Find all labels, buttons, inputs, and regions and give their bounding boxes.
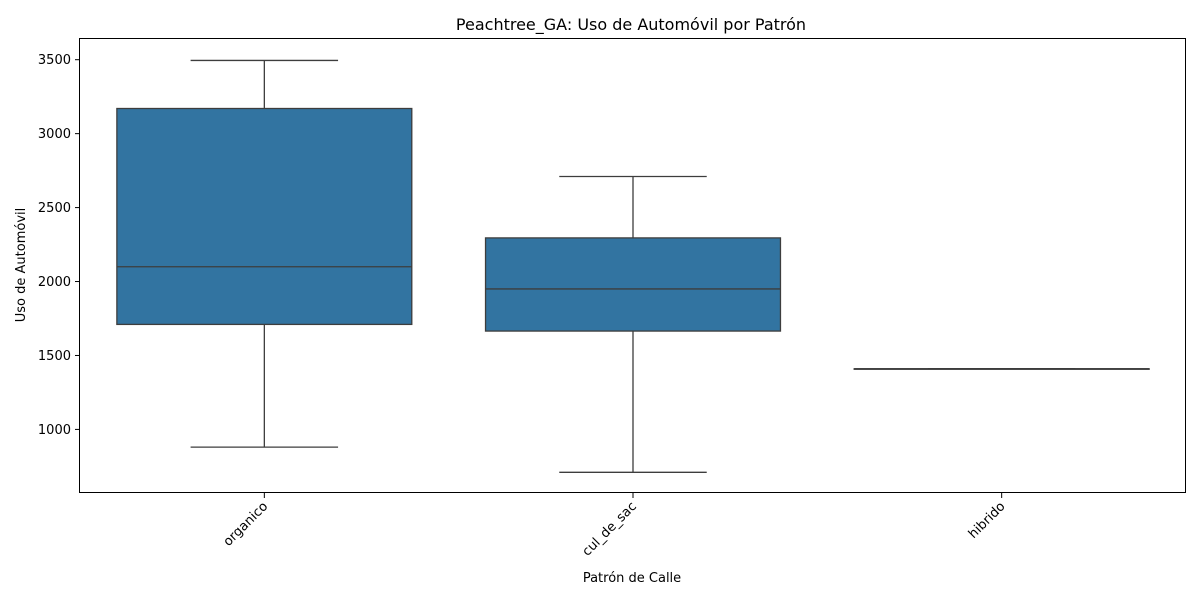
plot-area — [116, 59, 1150, 473]
y-axis: 1000 1500 2000 2500 3000 3500 — [38, 53, 80, 438]
chart-title: Peachtree_GA: Uso de Automóvil por Patró… — [456, 15, 806, 35]
x-axis-label: Patrón de Calle — [583, 571, 681, 586]
x-tick-label: cul_de_sac — [580, 499, 640, 559]
y-tick-label: 1500 — [38, 349, 71, 364]
x-tick-label: hibrido — [966, 499, 1009, 542]
box-group-hibrido — [853, 368, 1150, 370]
y-tick-label: 2000 — [38, 275, 71, 290]
y-tick-label: 1000 — [38, 423, 71, 438]
x-tick-label: organico — [221, 499, 271, 549]
y-tick-label: 2500 — [38, 201, 71, 216]
plot-frame — [79, 38, 1186, 493]
box-iqr — [116, 107, 413, 326]
y-tick-label: 3500 — [38, 53, 71, 68]
x-axis: organico cul_de_sac hibrido — [221, 493, 1009, 559]
box-group-cul_de_sac — [484, 175, 782, 473]
box-group-organico — [116, 59, 413, 448]
box-iqr — [484, 237, 782, 332]
y-axis-label: Uso de Automóvil — [14, 208, 29, 322]
y-tick-label: 3000 — [38, 127, 71, 142]
